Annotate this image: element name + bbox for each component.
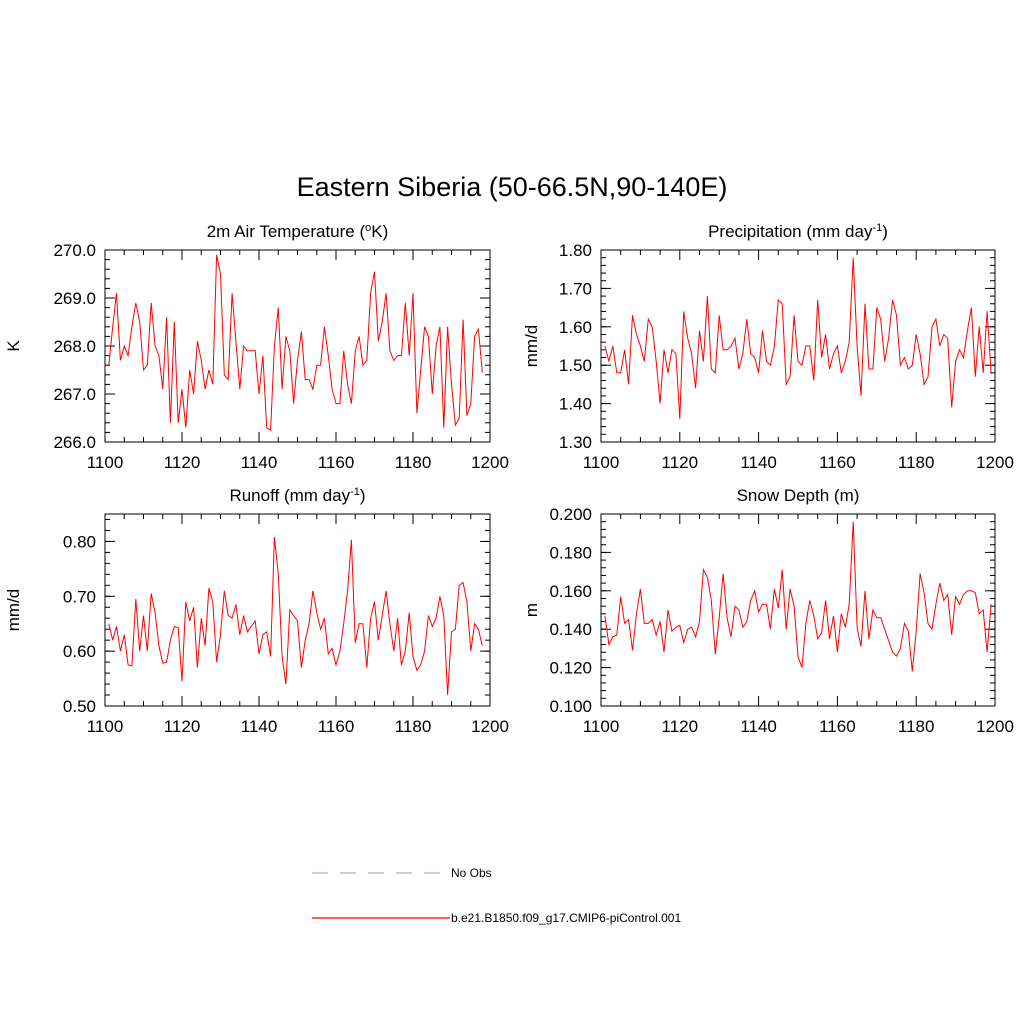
series-line-air-temperature (108, 254, 483, 431)
x-tick-label: 1140 (241, 453, 278, 472)
legend-obs-label: No Obs (451, 866, 492, 880)
y-tick-label: 0.50 (63, 697, 96, 716)
y-tick-label: 0.70 (63, 587, 96, 606)
y-axis-label: K (4, 340, 23, 352)
y-tick-label: 0.200 (549, 505, 592, 524)
x-tick-label: 1160 (318, 453, 355, 472)
y-tick-label: 1.60 (559, 318, 592, 337)
x-tick-label: 1180 (898, 453, 935, 472)
y-axis-label: mm/d (4, 589, 23, 632)
x-tick-label: 1200 (976, 717, 1014, 736)
y-tick-label: 0.160 (549, 582, 592, 601)
panel-runoff: Runoff (mm day-1) mm/d 1100 1120 1140 1160 118… (4, 486, 509, 736)
plot-frame (104, 513, 491, 707)
plot-frame (104, 249, 491, 443)
y-tick-label: 270.0 (53, 241, 96, 260)
x-tick-label: 1120 (164, 717, 201, 736)
y-tick-label: 1.40 (559, 395, 592, 414)
y-axis-label: m (522, 603, 541, 617)
panel-title-air-temperature: 2m Air Temperature (oK) (207, 222, 389, 241)
y-tick-label: 0.120 (549, 659, 592, 678)
y-tick-label: 0.80 (63, 532, 96, 551)
x-tick-label: 1140 (740, 453, 777, 472)
panel-air-temperature: 2m Air Temperature (oK) K 1100 1120 1140 1160… (4, 222, 509, 472)
x-tick-label: 1100 (87, 453, 124, 472)
legend-model-label: b.e21.B1850.f09_g17.CMIP6-piControl.001 (451, 911, 681, 925)
x-tick-label: 1120 (662, 717, 699, 736)
x-tick-label: 1160 (819, 453, 856, 472)
y-tick-label: 0.60 (63, 642, 96, 661)
x-tick-label: 1160 (318, 717, 355, 736)
y-tick-label: 1.70 (559, 279, 592, 298)
plot-frame (600, 513, 996, 707)
y-tick-label: 269.0 (53, 289, 96, 308)
y-tick-label: 267.0 (53, 385, 96, 404)
plot-frame (600, 249, 996, 443)
panel-precipitation: Precipitation (mm day-1) mm/d 1100 1120 1140… (522, 222, 1014, 472)
x-tick-label: 1160 (819, 717, 856, 736)
x-tick-label: 1120 (164, 453, 201, 472)
x-tick-label: 1120 (662, 453, 699, 472)
main-title: Eastern Siberia (50-66.5N,90-140E) (297, 172, 728, 202)
x-tick-label: 1100 (583, 717, 620, 736)
x-tick-label: 1200 (976, 453, 1014, 472)
x-tick-label: 1140 (241, 717, 278, 736)
x-tick-label: 1200 (471, 717, 509, 736)
y-tick-label: 0.180 (549, 543, 592, 562)
x-tick-label: 1180 (898, 717, 935, 736)
y-tick-label: 1.30 (559, 433, 592, 452)
legend: No Obs b.e21.B1850.f09_g17.CMIP6-piContr… (312, 866, 681, 925)
y-tick-label: 1.80 (559, 241, 592, 260)
x-tick-label: 1180 (395, 717, 432, 736)
y-axis-label: mm/d (522, 325, 541, 368)
y-tick-label: 1.50 (559, 356, 592, 375)
series-line-snow-depth (604, 521, 992, 672)
y-tick-label: 266.0 (53, 433, 96, 452)
series-line-precipitation (604, 257, 992, 420)
x-tick-label: 1140 (740, 717, 777, 736)
x-tick-label: 1180 (395, 453, 432, 472)
series-line-runoff (108, 536, 483, 696)
y-tick-label: 0.100 (549, 697, 592, 716)
x-tick-label: 1200 (471, 453, 509, 472)
panel-snow-depth: Snow Depth (m) m 1100 1120 1140 1160 1180 1200 0… (522, 486, 1014, 736)
panel-title-runoff: Runoff (mm day-1) (229, 486, 365, 505)
panel-title-precipitation: Precipitation (mm day-1) (708, 222, 888, 241)
panel-title-snow-depth: Snow Depth (m) (737, 486, 860, 505)
x-tick-label: 1100 (87, 717, 124, 736)
y-tick-label: 0.140 (549, 620, 592, 639)
y-tick-label: 268.0 (53, 337, 96, 356)
x-tick-label: 1100 (583, 453, 620, 472)
